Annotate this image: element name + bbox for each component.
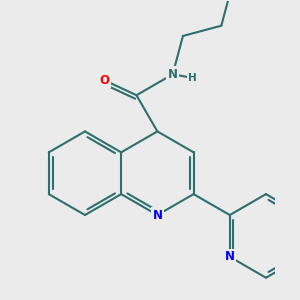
Text: N: N <box>152 208 162 221</box>
Text: N: N <box>225 250 235 263</box>
Text: H: H <box>188 73 197 83</box>
Text: N: N <box>168 68 178 81</box>
Text: O: O <box>99 74 109 87</box>
